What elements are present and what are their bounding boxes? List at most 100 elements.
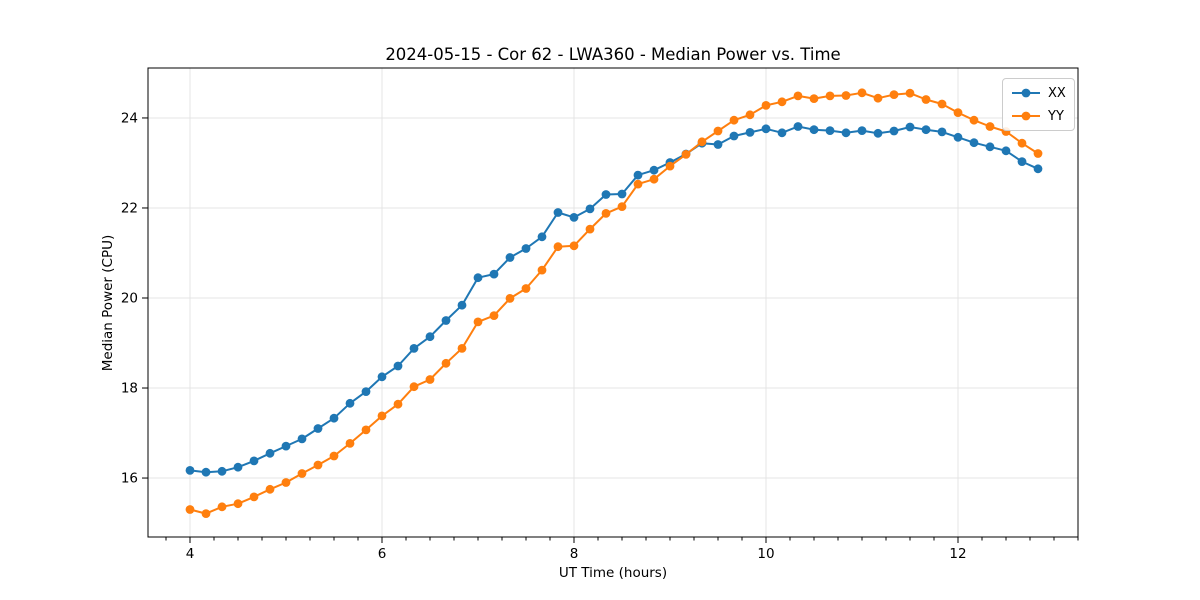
yy-marker bbox=[201, 509, 211, 518]
chart-title: 2024-05-15 - Cor 62 - LWA360 - Median Po… bbox=[385, 45, 841, 64]
yy-line bbox=[189, 91, 1039, 515]
xx-marker bbox=[857, 126, 867, 135]
xx-marker bbox=[553, 208, 563, 217]
xx-marker bbox=[409, 344, 419, 353]
xx-marker bbox=[473, 273, 483, 283]
xx-marker bbox=[425, 332, 435, 342]
yy-marker bbox=[361, 425, 371, 435]
yy-marker bbox=[521, 284, 531, 293]
xx-marker bbox=[201, 467, 211, 477]
yy-marker bbox=[1033, 149, 1043, 158]
xx-marker bbox=[281, 441, 291, 451]
xx-marker bbox=[585, 204, 595, 214]
yy-marker bbox=[393, 399, 403, 409]
yy-marker bbox=[249, 492, 259, 502]
yy-marker bbox=[761, 101, 771, 110]
xx-marker bbox=[457, 300, 467, 310]
yy-marker bbox=[409, 382, 419, 392]
yy-marker bbox=[297, 469, 307, 478]
xx-marker bbox=[873, 128, 883, 138]
xx-marker bbox=[985, 142, 995, 152]
yy-marker bbox=[345, 439, 355, 448]
xx-line bbox=[189, 125, 1039, 474]
xx-marker bbox=[1033, 164, 1043, 174]
xx-marker bbox=[537, 232, 547, 242]
yy-marker bbox=[697, 137, 707, 147]
tick-labels: 4 6 8 10 12 16 18 20 22 24 bbox=[121, 110, 967, 562]
yy-marker bbox=[281, 478, 291, 487]
xx-marker bbox=[617, 189, 627, 199]
xx-marker bbox=[921, 125, 931, 135]
series-xx bbox=[185, 122, 1043, 477]
xx-marker bbox=[377, 372, 387, 382]
xx-marker bbox=[633, 170, 643, 180]
yy-marker bbox=[473, 317, 483, 327]
yy-marker bbox=[937, 99, 947, 109]
yy-marker bbox=[329, 451, 339, 461]
xx-marker bbox=[969, 138, 979, 148]
yy-marker bbox=[601, 209, 611, 218]
yy-marker bbox=[985, 122, 995, 131]
xx-marker bbox=[761, 124, 771, 134]
xx-marker bbox=[841, 128, 851, 138]
x-tick-label: 4 bbox=[186, 546, 195, 562]
xx-marker bbox=[441, 316, 451, 325]
xx-marker bbox=[905, 122, 915, 132]
yy-marker bbox=[793, 91, 803, 101]
xx-marker bbox=[1017, 157, 1027, 167]
grid bbox=[148, 68, 1078, 537]
yy-marker bbox=[665, 161, 675, 171]
yy-marker bbox=[217, 502, 227, 512]
x-tick-label: 6 bbox=[378, 546, 387, 562]
xx-marker bbox=[265, 448, 275, 458]
yy-marker bbox=[457, 344, 467, 353]
xx-marker bbox=[793, 122, 803, 131]
yy-marker bbox=[265, 484, 275, 494]
xx-marker bbox=[505, 253, 515, 262]
yy-marker bbox=[777, 97, 787, 107]
xx-marker bbox=[809, 125, 819, 135]
yy-marker bbox=[857, 88, 867, 98]
yy-marker bbox=[569, 241, 579, 251]
plot-border bbox=[147, 67, 1079, 538]
y-tick-label: 22 bbox=[121, 200, 138, 216]
legend: XX YY bbox=[1002, 78, 1075, 131]
xx-marker bbox=[953, 132, 963, 142]
xx-marker bbox=[233, 462, 243, 472]
y-tick-label: 16 bbox=[121, 471, 138, 487]
yy-marker bbox=[745, 110, 755, 120]
y-tick-label: 18 bbox=[121, 381, 138, 397]
xx-marker bbox=[1001, 146, 1011, 156]
x-tick-label: 12 bbox=[949, 546, 966, 562]
y-tick-label: 24 bbox=[121, 110, 138, 126]
yy-marker bbox=[553, 242, 563, 252]
yy-marker bbox=[681, 150, 691, 159]
xx-marker bbox=[393, 361, 403, 371]
xx-marker bbox=[297, 434, 307, 444]
xx-marker bbox=[601, 190, 611, 199]
yy-marker bbox=[185, 505, 195, 514]
xx-marker bbox=[313, 424, 323, 433]
yy-marker bbox=[441, 358, 451, 368]
xx-marker bbox=[777, 128, 787, 138]
xx-marker bbox=[937, 127, 947, 137]
yy-marker bbox=[313, 460, 323, 470]
yy-marker bbox=[425, 375, 435, 384]
xx-marker bbox=[569, 213, 579, 222]
series-yy bbox=[185, 88, 1043, 518]
yy-marker bbox=[617, 202, 627, 212]
xx-marker bbox=[185, 466, 195, 475]
yy-marker bbox=[825, 91, 835, 101]
yy-marker bbox=[953, 108, 963, 117]
xx-marker bbox=[729, 131, 739, 141]
xx-marker bbox=[521, 244, 531, 253]
yy-marker bbox=[377, 411, 387, 421]
xx-marker bbox=[889, 126, 899, 136]
xx-marker bbox=[361, 387, 371, 396]
legend-label-yy: YY bbox=[1048, 108, 1064, 124]
yy-line-sample-icon bbox=[1012, 111, 1040, 121]
yy-marker bbox=[537, 265, 547, 275]
y-tick-label: 20 bbox=[121, 290, 138, 306]
yy-marker bbox=[905, 88, 915, 98]
